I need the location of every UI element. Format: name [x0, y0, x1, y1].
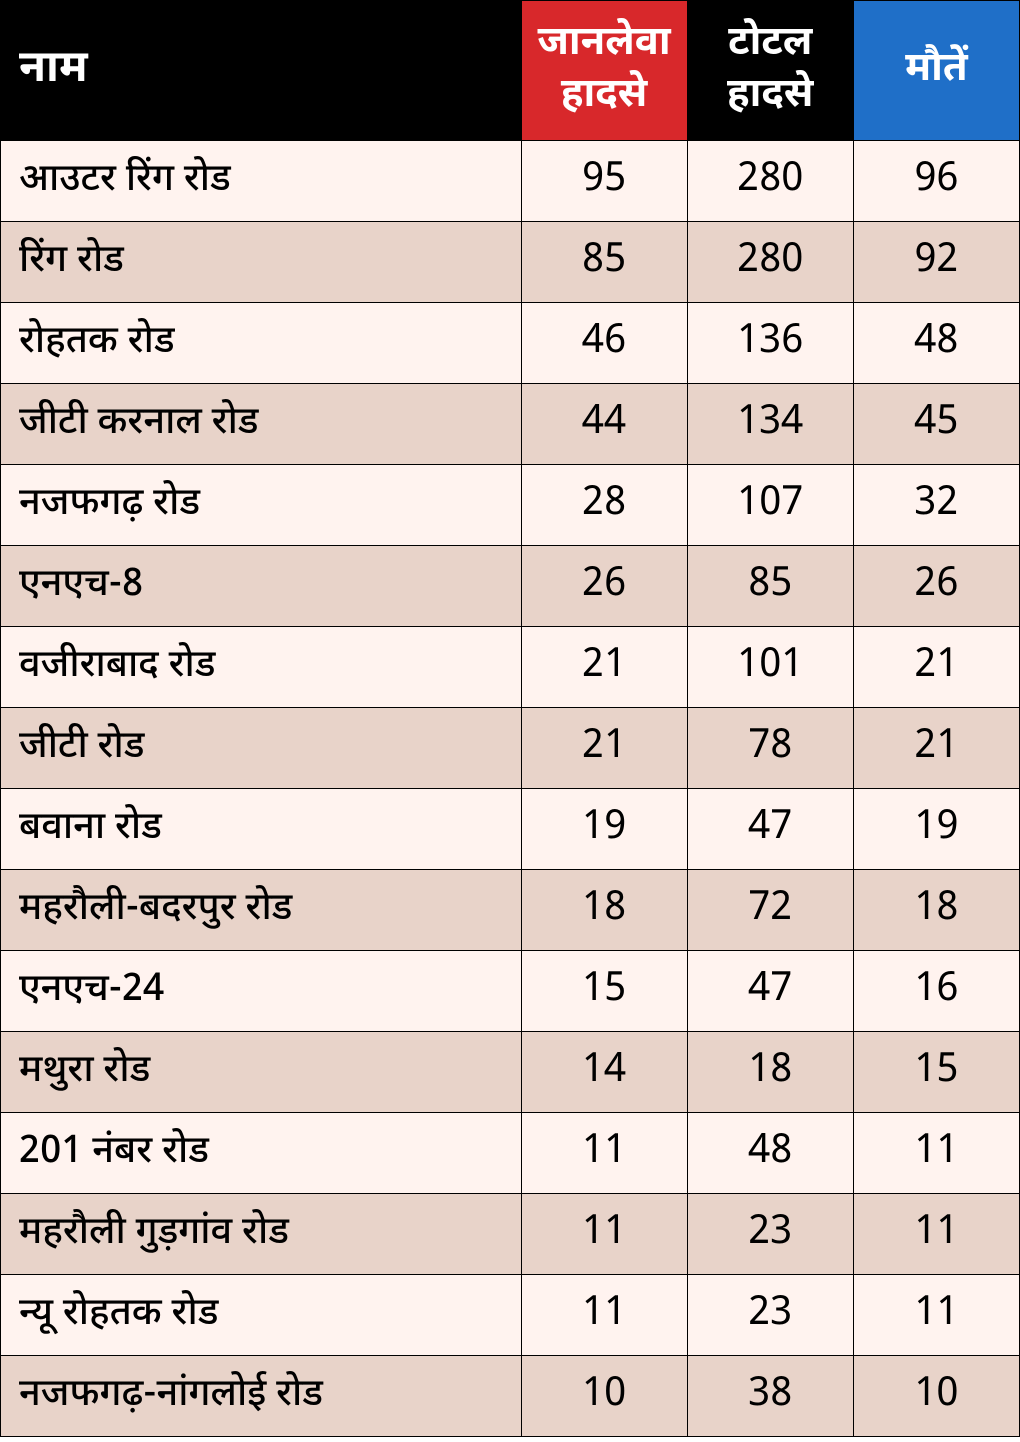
cell-fatal: 11	[521, 1113, 687, 1194]
cell-deaths: 10	[853, 1356, 1019, 1437]
cell-fatal: 11	[521, 1275, 687, 1356]
table-row: जीटी करनाल रोड4413445	[1, 384, 1020, 465]
cell-fatal: 15	[521, 951, 687, 1032]
table-row: नजफगढ़-नांगलोई रोड103810	[1, 1356, 1020, 1437]
cell-total: 101	[687, 627, 853, 708]
cell-total: 38	[687, 1356, 853, 1437]
header-deaths: मौतें	[853, 1, 1019, 141]
cell-total: 280	[687, 141, 853, 222]
cell-fatal: 44	[521, 384, 687, 465]
cell-deaths: 21	[853, 627, 1019, 708]
cell-name: रोहतक रोड	[1, 303, 522, 384]
table-row: एनएच-24154716	[1, 951, 1020, 1032]
cell-name: बवाना रोड	[1, 789, 522, 870]
cell-name: रिंग रोड	[1, 222, 522, 303]
cell-fatal: 26	[521, 546, 687, 627]
cell-name: नजफगढ़-नांगलोई रोड	[1, 1356, 522, 1437]
table-row: 201 नंबर रोड114811	[1, 1113, 1020, 1194]
cell-deaths: 11	[853, 1194, 1019, 1275]
cell-name: न्यू रोहतक रोड	[1, 1275, 522, 1356]
cell-deaths: 92	[853, 222, 1019, 303]
cell-fatal: 21	[521, 627, 687, 708]
cell-fatal: 85	[521, 222, 687, 303]
cell-deaths: 32	[853, 465, 1019, 546]
accident-table: नाम जानलेवाहादसे टोटलहादसे मौतें आउटर रि…	[0, 0, 1020, 1437]
cell-total: 78	[687, 708, 853, 789]
cell-deaths: 11	[853, 1275, 1019, 1356]
cell-deaths: 19	[853, 789, 1019, 870]
cell-name: महरौली-बदरपुर रोड	[1, 870, 522, 951]
cell-fatal: 21	[521, 708, 687, 789]
table-header: नाम जानलेवाहादसे टोटलहादसे मौतें	[1, 1, 1020, 141]
table-row: महरौली-बदरपुर रोड187218	[1, 870, 1020, 951]
cell-deaths: 26	[853, 546, 1019, 627]
cell-total: 23	[687, 1194, 853, 1275]
cell-deaths: 15	[853, 1032, 1019, 1113]
cell-total: 72	[687, 870, 853, 951]
cell-total: 47	[687, 951, 853, 1032]
table-row: महरौली गुड़गांव रोड112311	[1, 1194, 1020, 1275]
cell-total: 85	[687, 546, 853, 627]
cell-total: 280	[687, 222, 853, 303]
table-row: नजफगढ़ रोड2810732	[1, 465, 1020, 546]
cell-fatal: 11	[521, 1194, 687, 1275]
table-row: न्यू रोहतक रोड112311	[1, 1275, 1020, 1356]
cell-total: 136	[687, 303, 853, 384]
header-total: टोटलहादसे	[687, 1, 853, 141]
cell-name: एनएच-8	[1, 546, 522, 627]
table-row: रोहतक रोड4613648	[1, 303, 1020, 384]
cell-fatal: 46	[521, 303, 687, 384]
cell-name: महरौली गुड़गांव रोड	[1, 1194, 522, 1275]
table-row: बवाना रोड194719	[1, 789, 1020, 870]
cell-deaths: 48	[853, 303, 1019, 384]
cell-name: एनएच-24	[1, 951, 522, 1032]
cell-total: 134	[687, 384, 853, 465]
table-row: रिंग रोड8528092	[1, 222, 1020, 303]
cell-fatal: 18	[521, 870, 687, 951]
header-row: नाम जानलेवाहादसे टोटलहादसे मौतें	[1, 1, 1020, 141]
cell-deaths: 11	[853, 1113, 1019, 1194]
cell-name: आउटर रिंग रोड	[1, 141, 522, 222]
cell-name: नजफगढ़ रोड	[1, 465, 522, 546]
table-row: एनएच-8268526	[1, 546, 1020, 627]
cell-deaths: 21	[853, 708, 1019, 789]
header-fatal: जानलेवाहादसे	[521, 1, 687, 141]
table-row: मथुरा रोड141815	[1, 1032, 1020, 1113]
table-row: वजीराबाद रोड2110121	[1, 627, 1020, 708]
cell-total: 107	[687, 465, 853, 546]
cell-deaths: 16	[853, 951, 1019, 1032]
cell-total: 48	[687, 1113, 853, 1194]
table-body: आउटर रिंग रोड9528096रिंग रोड8528092रोहतक…	[1, 141, 1020, 1437]
cell-deaths: 96	[853, 141, 1019, 222]
cell-fatal: 19	[521, 789, 687, 870]
cell-deaths: 45	[853, 384, 1019, 465]
table-row: जीटी रोड217821	[1, 708, 1020, 789]
cell-total: 18	[687, 1032, 853, 1113]
cell-fatal: 14	[521, 1032, 687, 1113]
cell-name: जीटी करनाल रोड	[1, 384, 522, 465]
cell-total: 23	[687, 1275, 853, 1356]
cell-fatal: 95	[521, 141, 687, 222]
cell-name: जीटी रोड	[1, 708, 522, 789]
cell-deaths: 18	[853, 870, 1019, 951]
header-name: नाम	[1, 1, 522, 141]
table-row: आउटर रिंग रोड9528096	[1, 141, 1020, 222]
cell-fatal: 10	[521, 1356, 687, 1437]
cell-name: मथुरा रोड	[1, 1032, 522, 1113]
cell-name: 201 नंबर रोड	[1, 1113, 522, 1194]
cell-fatal: 28	[521, 465, 687, 546]
cell-name: वजीराबाद रोड	[1, 627, 522, 708]
cell-total: 47	[687, 789, 853, 870]
